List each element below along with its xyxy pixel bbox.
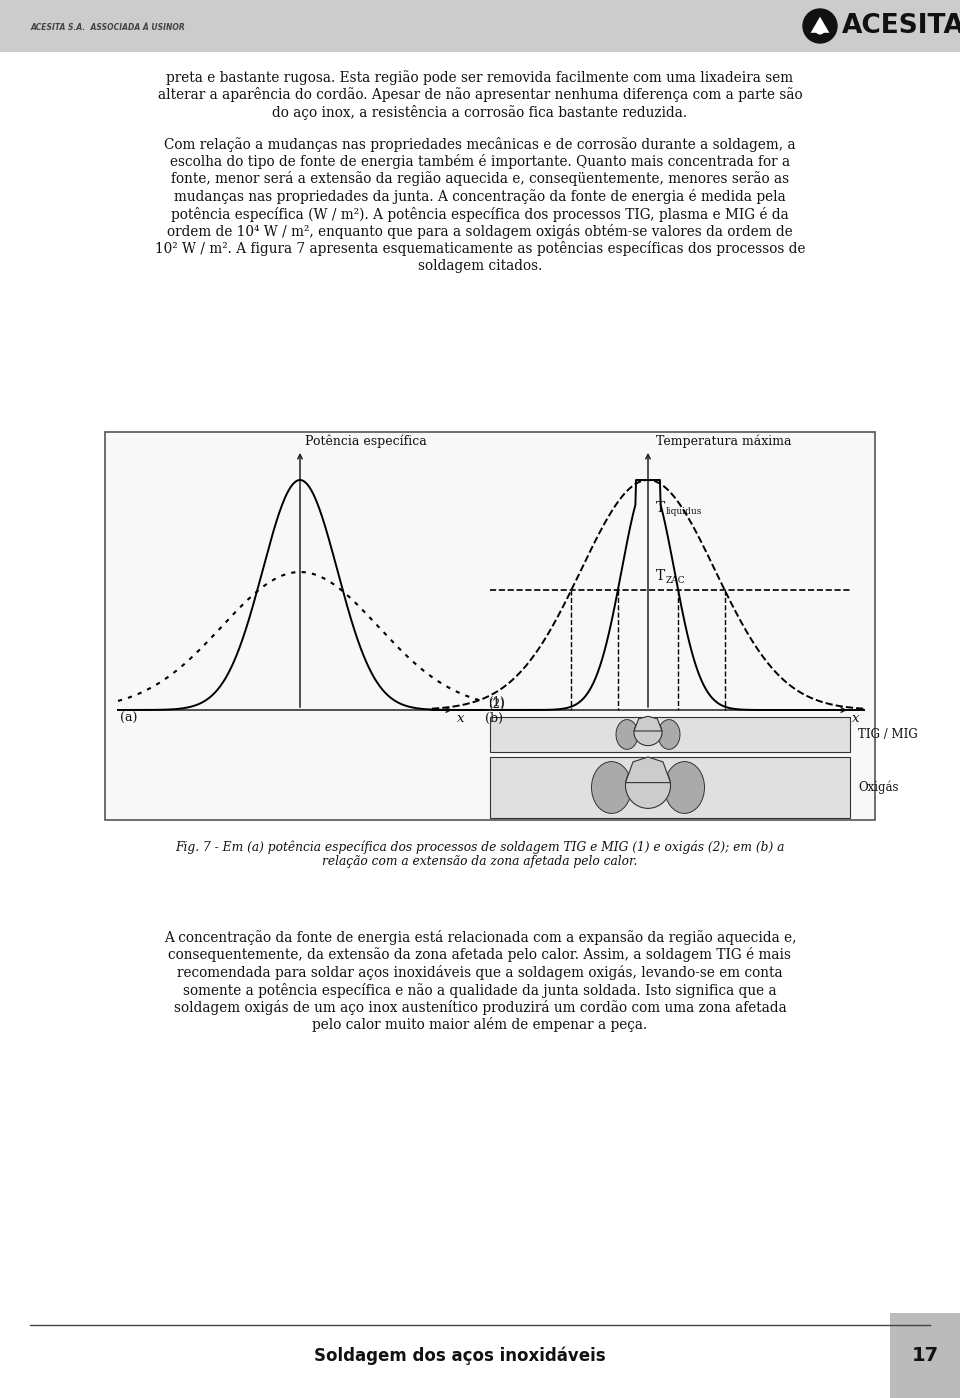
Text: Temperatura máxima: Temperatura máxima	[656, 435, 791, 447]
Ellipse shape	[658, 720, 680, 749]
Ellipse shape	[816, 29, 824, 35]
Ellipse shape	[664, 762, 705, 814]
Ellipse shape	[626, 763, 670, 808]
Text: A concentração da fonte de energia está relacionada com a expansão da região aqu: A concentração da fonte de energia está …	[164, 930, 796, 945]
Text: recomendada para soldar aços inoxidáveis que a soldagem oxigás, levando-se em co: recomendada para soldar aços inoxidáveis…	[178, 965, 782, 980]
Text: somente a potência específica e não a qualidade da junta soldada. Isto significa: somente a potência específica e não a qu…	[183, 983, 777, 998]
Text: liquidus: liquidus	[666, 507, 703, 516]
Text: mudanças nas propriedades da junta. A concentração da fonte de energia é medida : mudanças nas propriedades da junta. A co…	[174, 189, 786, 204]
Circle shape	[803, 8, 837, 43]
Bar	[890, 1313, 960, 1398]
Text: alterar a aparência do cordão. Apesar de não apresentar nenhuma diferença com a : alterar a aparência do cordão. Apesar de…	[157, 88, 803, 102]
Text: fonte, menor será a extensão da região aquecida e, conseqüentemente, menores ser: fonte, menor será a extensão da região a…	[171, 172, 789, 186]
Text: potência específica (W / m²). A potência específica dos processos TIG, plasma e : potência específica (W / m²). A potência…	[171, 207, 789, 221]
Polygon shape	[810, 17, 829, 32]
Ellipse shape	[591, 762, 632, 814]
Text: (b): (b)	[485, 712, 503, 726]
Text: soldagem citados.: soldagem citados.	[418, 259, 542, 273]
Text: relação com a extensão da zona afetada pelo calor.: relação com a extensão da zona afetada p…	[323, 856, 637, 868]
Text: 17: 17	[911, 1346, 939, 1364]
Text: Com relação a mudanças nas propriedades mecânicas e de corrosão durante a soldag: Com relação a mudanças nas propriedades …	[164, 137, 796, 151]
Text: ordem de 10⁴ W / m², enquanto que para a soldagem oxigás obtém-se valores da ord: ordem de 10⁴ W / m², enquanto que para a…	[167, 224, 793, 239]
Text: (1): (1)	[488, 695, 505, 709]
Text: Fig. 7 - Em (a) potência específica dos processos de soldagem TIG e MIG (1) e ox: Fig. 7 - Em (a) potência específica dos …	[176, 840, 784, 854]
Text: Potência específica: Potência específica	[305, 435, 427, 447]
Text: 10² W / m². A figura 7 apresenta esquematicamente as potências específicas dos p: 10² W / m². A figura 7 apresenta esquema…	[155, 242, 805, 256]
Text: ZAC: ZAC	[666, 576, 685, 584]
Text: (a): (a)	[120, 712, 137, 726]
Bar	[490, 756, 850, 818]
Ellipse shape	[634, 720, 662, 745]
Text: do aço inox, a resistência a corrosão fica bastante reduzida.: do aço inox, a resistência a corrosão fi…	[273, 105, 687, 120]
Text: x: x	[457, 712, 465, 726]
Text: T: T	[656, 569, 665, 583]
Text: soldagem oxigás de um aço inox austenítico produzirá um cordão com uma zona afet: soldagem oxigás de um aço inox austeníti…	[174, 1000, 786, 1015]
Text: (2): (2)	[488, 699, 505, 712]
Text: escolha do tipo de fonte de energia também é importante. Quanto mais concentrada: escolha do tipo de fonte de energia tamb…	[170, 154, 790, 169]
Bar	[105, 432, 875, 821]
Polygon shape	[634, 716, 662, 731]
Text: consequentemente, da extensão da zona afetada pelo calor. Assim, a soldagem TIG : consequentemente, da extensão da zona af…	[169, 948, 791, 962]
Text: x: x	[852, 712, 859, 726]
Text: Oxigás: Oxigás	[858, 780, 899, 794]
Text: ACESITA S.A.  ASSOCIADA À USINOR: ACESITA S.A. ASSOCIADA À USINOR	[30, 22, 184, 32]
Ellipse shape	[616, 720, 638, 749]
Text: ACESITA: ACESITA	[842, 13, 960, 39]
Bar	[490, 717, 850, 752]
Bar	[0, 0, 960, 52]
Text: T: T	[656, 500, 665, 514]
Text: TIG / MIG: TIG / MIG	[858, 728, 918, 741]
Text: preta e bastante rugosa. Esta região pode ser removida facilmente com uma lixade: preta e bastante rugosa. Esta região pod…	[166, 70, 794, 85]
Text: Soldagem dos aços inoxidáveis: Soldagem dos aços inoxidáveis	[314, 1346, 606, 1364]
Polygon shape	[626, 756, 670, 783]
Text: pelo calor muito maior além de empenar a peça.: pelo calor muito maior além de empenar a…	[312, 1018, 648, 1033]
